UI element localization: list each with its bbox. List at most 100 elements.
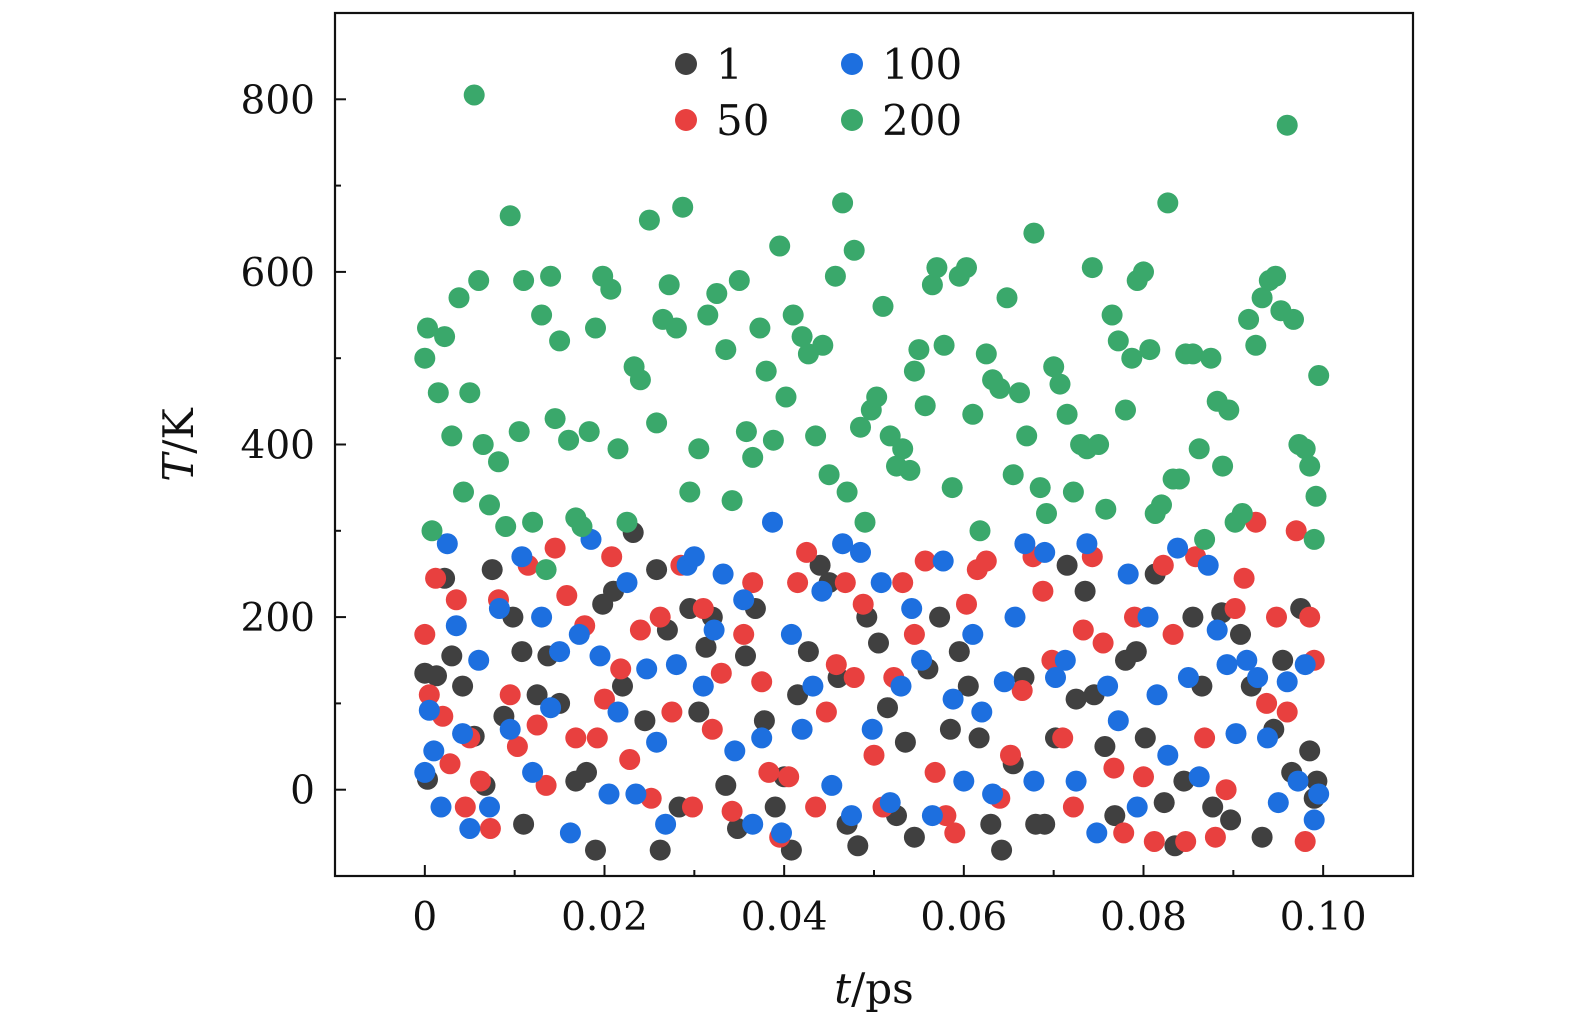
point-series-200-23 xyxy=(549,330,571,352)
point-series-200-14 xyxy=(495,516,517,537)
point-series-50-79 xyxy=(1175,831,1197,852)
point-series-200-106 xyxy=(1115,399,1136,421)
point-series-200-65 xyxy=(850,416,871,438)
point-series-1-84 xyxy=(1230,623,1251,645)
point-series-200-78 xyxy=(926,257,948,279)
point-series-100-14 xyxy=(531,606,553,628)
point-series-200-74 xyxy=(903,360,925,382)
point-series-1-60 xyxy=(991,839,1013,861)
point-series-100-9 xyxy=(479,796,500,818)
point-series-50-81 xyxy=(1194,727,1216,749)
point-series-50-57 xyxy=(944,822,966,844)
point-series-50-78 xyxy=(1162,623,1184,645)
point-series-50-9 xyxy=(479,818,501,839)
point-series-200-119 xyxy=(1194,528,1216,550)
point-series-1-79 xyxy=(1182,606,1204,628)
point-series-200-122 xyxy=(1212,455,1234,477)
point-series-50-12 xyxy=(506,736,528,757)
point-series-100-26 xyxy=(646,731,668,753)
point-series-100-72 xyxy=(1107,710,1129,732)
point-series-50-6 xyxy=(454,796,476,818)
point-series-200-135 xyxy=(1294,438,1316,460)
point-series-200-54 xyxy=(775,386,797,408)
point-series-200-24 xyxy=(558,429,580,451)
point-series-50-71 xyxy=(1092,632,1114,654)
point-series-50-90 xyxy=(1285,520,1307,542)
point-series-100-36 xyxy=(742,813,764,835)
point-series-200-43 xyxy=(697,304,719,326)
point-series-1-66 xyxy=(1056,554,1078,576)
point-series-200-68 xyxy=(866,386,888,408)
point-series-200-92 xyxy=(1023,222,1045,244)
point-series-50-27 xyxy=(649,606,671,628)
point-series-100-68 xyxy=(1065,770,1087,792)
point-series-100-59 xyxy=(971,701,993,723)
y-tick-label: 0 xyxy=(290,769,315,814)
point-series-200-69 xyxy=(872,295,894,317)
point-series-200-97 xyxy=(1056,403,1078,425)
legend-label-200: 200 xyxy=(882,96,962,145)
point-series-100-85 xyxy=(1236,649,1258,671)
point-series-1-67 xyxy=(1065,688,1087,710)
point-series-200-56 xyxy=(791,326,813,348)
point-series-1-64 xyxy=(1034,813,1056,835)
point-series-50-0 xyxy=(414,623,436,645)
point-series-100-90 xyxy=(1287,770,1309,792)
legend-marker-100 xyxy=(841,53,863,75)
point-series-1-73 xyxy=(1125,641,1147,663)
point-series-200-96 xyxy=(1049,373,1071,395)
point-series-100-32 xyxy=(703,619,725,641)
legend-label-50: 50 xyxy=(716,96,769,145)
point-series-100-83 xyxy=(1216,654,1238,676)
point-series-200-85 xyxy=(975,343,997,365)
point-series-50-46 xyxy=(834,572,856,594)
point-series-200-130 xyxy=(1265,265,1287,287)
point-series-200-48 xyxy=(735,421,757,443)
point-series-50-58 xyxy=(956,593,977,615)
point-series-200-35 xyxy=(638,209,660,231)
point-series-100-24 xyxy=(625,783,647,805)
point-series-1-48 xyxy=(868,632,889,654)
point-series-200-2 xyxy=(421,520,443,542)
point-series-50-89 xyxy=(1276,701,1298,723)
point-series-50-41 xyxy=(787,572,809,594)
point-series-200-120 xyxy=(1200,347,1222,369)
point-series-200-90 xyxy=(1009,382,1030,404)
point-series-1-58 xyxy=(968,727,990,749)
point-series-200-18 xyxy=(522,511,544,533)
point-series-200-31 xyxy=(607,438,629,460)
point-series-200-59 xyxy=(812,334,834,356)
point-series-200-104 xyxy=(1101,304,1123,326)
point-series-100-11 xyxy=(499,718,521,740)
y-axis-title: T/K xyxy=(154,407,203,482)
point-series-1-11 xyxy=(511,641,533,663)
point-series-100-4 xyxy=(436,533,458,555)
point-series-200-34 xyxy=(629,369,651,391)
point-series-100-31 xyxy=(692,675,714,697)
point-series-1-42 xyxy=(809,554,831,576)
point-series-100-40 xyxy=(780,623,802,645)
point-series-200-7 xyxy=(453,481,474,503)
point-series-1-68 xyxy=(1074,580,1096,602)
point-series-100-37 xyxy=(751,727,773,749)
point-series-1-18 xyxy=(585,839,606,861)
point-series-1-13 xyxy=(526,684,548,706)
point-series-200-103 xyxy=(1095,498,1117,520)
point-series-1-70 xyxy=(1094,736,1116,757)
point-series-100-1 xyxy=(418,699,440,721)
point-series-100-60 xyxy=(982,783,1004,805)
point-series-50-82 xyxy=(1204,826,1226,848)
point-series-50-23 xyxy=(610,658,632,680)
point-series-50-1 xyxy=(418,684,440,706)
point-series-200-113 xyxy=(1157,192,1179,214)
point-series-200-127 xyxy=(1245,334,1267,356)
point-series-100-66 xyxy=(1045,667,1066,688)
point-series-100-61 xyxy=(993,671,1015,693)
point-series-200-42 xyxy=(688,438,710,460)
point-series-200-88 xyxy=(996,287,1018,309)
point-series-1-30 xyxy=(695,636,717,658)
point-series-50-34 xyxy=(721,800,743,822)
point-series-100-91 xyxy=(1294,654,1316,676)
point-series-100-79 xyxy=(1177,667,1199,688)
point-series-1-40 xyxy=(787,684,809,706)
